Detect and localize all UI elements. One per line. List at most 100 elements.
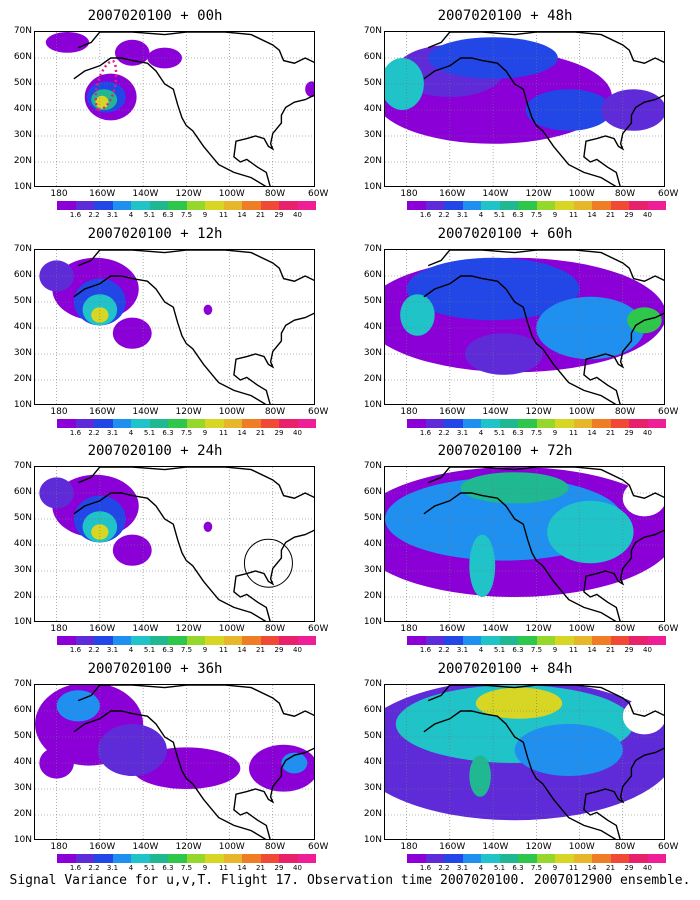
- colorbar-swatch: [444, 636, 463, 645]
- colorbar-label: 1.6: [69, 211, 82, 219]
- lon-label: 100W: [568, 407, 595, 417]
- lon-label: 160W: [89, 407, 116, 417]
- figure-caption: Signal Variance for u,v,T. Flight 17. Ob…: [9, 873, 691, 888]
- variance-contour: [91, 524, 109, 540]
- colorbar-swatch: [499, 201, 518, 210]
- lat-label: 40N: [13, 322, 32, 332]
- colorbar-swatch: [518, 201, 537, 210]
- colorbar-swatch: [536, 854, 555, 863]
- circle-marker: [243, 538, 293, 588]
- colorbar-swatch: [186, 419, 205, 428]
- variance-contour: [281, 752, 308, 774]
- colorbar-swatch: [444, 854, 463, 863]
- colorbar-swatch: [407, 419, 426, 428]
- colorbar-swatch: [592, 419, 611, 428]
- lon-label: 60W: [308, 842, 329, 852]
- variance-contour: [112, 534, 152, 566]
- colorbar-swatch: [610, 854, 629, 863]
- colorbar-label: 7.5: [530, 864, 543, 872]
- colorbar-swatch: [94, 201, 113, 210]
- lon-label: 160W: [89, 189, 116, 199]
- colorbar-label: 1.6: [69, 646, 82, 654]
- colorbar-swatch: [407, 201, 426, 210]
- lon-label: 100W: [218, 624, 245, 634]
- colorbar-label: 5.1: [143, 211, 156, 219]
- colorbar-label: 7.5: [530, 429, 543, 437]
- colorbar-swatch: [260, 201, 279, 210]
- lon-label: 140W: [132, 189, 159, 199]
- variance-map: [34, 684, 315, 840]
- colorbar-label: 2.2: [438, 429, 450, 437]
- variance-contour: [45, 32, 90, 53]
- colorbar-label: 11: [569, 429, 578, 437]
- colorbar-swatch: [223, 201, 242, 210]
- colorbar-label: 29: [624, 864, 634, 872]
- lat-label: 60N: [13, 487, 32, 497]
- panel-title: 2007020100 + 12h: [87, 226, 223, 242]
- lon-label: 140W: [482, 407, 509, 417]
- colorbar-label: 40: [643, 646, 652, 654]
- colorbar-swatch: [112, 419, 131, 428]
- variance-contour: [56, 690, 100, 722]
- colorbar-swatch: [260, 419, 279, 428]
- colorbar-label: 1.6: [419, 646, 432, 654]
- variance-map: [384, 249, 665, 405]
- colorbar-swatch: [223, 419, 242, 428]
- colorbar-label: 11: [219, 646, 228, 654]
- colorbar-swatch: [279, 854, 298, 863]
- lat-label: 70N: [363, 244, 382, 254]
- colorbar-label: 7.5: [530, 646, 543, 654]
- colorbar-label: 29: [274, 646, 284, 654]
- lat-label: 40N: [363, 539, 382, 549]
- colorbar-label: 9: [202, 211, 208, 219]
- panel-title: 2007020100 + 36h: [87, 661, 223, 677]
- colorbar-label: 7.5: [180, 646, 193, 654]
- colorbar-label: 40: [643, 864, 652, 872]
- lon-label: 80W: [614, 624, 636, 634]
- colorbar-label: 5.1: [493, 646, 506, 654]
- colorbar-swatch: [242, 201, 261, 210]
- colorbar-label: 14: [237, 429, 247, 437]
- colorbar-label: 3.1: [106, 429, 119, 437]
- colorbar-label: 29: [274, 429, 284, 437]
- colorbar-label: 21: [606, 864, 615, 872]
- colorbar-label: 21: [606, 646, 615, 654]
- colorbar-swatch: [205, 636, 224, 645]
- lon-label: 60W: [308, 624, 329, 634]
- colorbar-swatch: [75, 201, 94, 210]
- colorbar-swatch: [131, 201, 150, 210]
- colorbar-swatch: [168, 636, 187, 645]
- lon-label: 120W: [175, 624, 202, 634]
- colorbar-swatch: [112, 854, 131, 863]
- lon-label: 80W: [614, 189, 636, 199]
- colorbar-swatch: [279, 636, 298, 645]
- colorbar-swatch: [610, 419, 629, 428]
- colorbar-swatch: [481, 636, 500, 645]
- lat-label: 60N: [13, 705, 32, 715]
- lat-label: 20N: [363, 156, 382, 166]
- colorbar-label: 3.1: [456, 429, 469, 437]
- lon-label: 120W: [525, 407, 552, 417]
- colorbar-swatch: [499, 636, 518, 645]
- colorbar-label: 11: [569, 646, 578, 654]
- colorbar-swatch: [647, 854, 666, 863]
- variance-contour: [601, 89, 664, 131]
- colorbar-swatch: [573, 201, 592, 210]
- variance-map: [384, 31, 665, 187]
- colorbar-swatch: [205, 854, 224, 863]
- lon-label: 100W: [568, 189, 595, 199]
- lon-label: 80W: [264, 624, 286, 634]
- lat-label: 70N: [13, 244, 32, 254]
- colorbar-label: 9: [202, 646, 208, 654]
- colorbar-swatch: [462, 636, 481, 645]
- lon-label: 120W: [175, 842, 202, 852]
- lon-label: 160W: [439, 842, 466, 852]
- colorbar-label: 2.2: [88, 646, 100, 654]
- lon-label: 80W: [614, 407, 636, 417]
- colorbar-swatch: [610, 201, 629, 210]
- lat-label: 10N: [13, 617, 32, 627]
- colorbar-label: 29: [274, 211, 284, 219]
- colorbar-swatch: [57, 201, 76, 210]
- lat-label: 30N: [13, 348, 32, 358]
- colorbar-label: 7.5: [180, 211, 193, 219]
